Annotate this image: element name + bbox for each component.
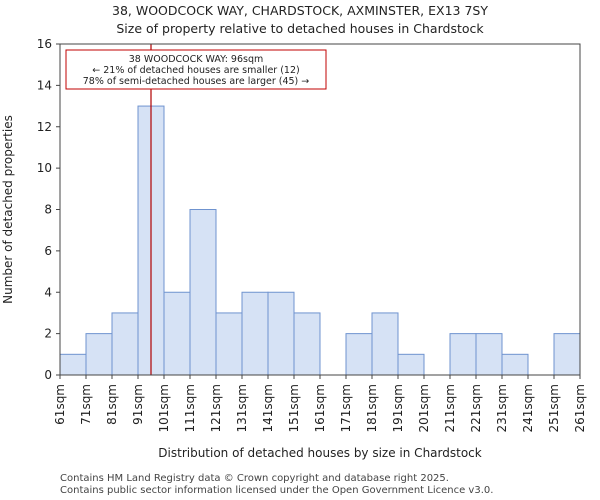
x-tick-label: 221sqm xyxy=(469,384,483,432)
bar-231sqm xyxy=(501,353,529,376)
bar-81sqm xyxy=(111,312,139,376)
bar-61sqm xyxy=(59,353,87,376)
x-tick-label: 191sqm xyxy=(391,384,405,432)
y-tick-label: 4 xyxy=(44,285,52,299)
attribution-line-2: Contains public sector information licen… xyxy=(60,485,494,496)
bar-251sqm xyxy=(553,333,581,376)
x-axis-label: Distribution of detached houses by size … xyxy=(158,446,481,460)
axes-group: 0 2 4 6 8 10 12 14 16 61sqm 71sqm 81sqm 91sqm 101sqm 1… xyxy=(1,37,587,460)
attribution-line-1: Contains HM Land Registry data © Crown c… xyxy=(60,473,449,484)
x-tick-label: 141sqm xyxy=(261,384,275,432)
x-tick-label: 61sqm xyxy=(53,384,67,425)
x-tick-label: 71sqm xyxy=(79,384,93,425)
x-tick-label: 81sqm xyxy=(105,384,119,425)
bar-181sqm xyxy=(371,312,399,376)
x-tick-label: 201sqm xyxy=(417,384,431,432)
y-tick-label: 14 xyxy=(37,78,52,92)
annotation-line-2: ← 21% of detached houses are smaller (12… xyxy=(92,65,299,76)
x-tick-label: 181sqm xyxy=(365,384,379,432)
bar-141sqm xyxy=(267,291,295,376)
chart-title: 38, WOODCOCK WAY, CHARDSTOCK, AXMINSTER,… xyxy=(112,3,488,18)
annotation-line-3: 78% of semi-detached houses are larger (… xyxy=(83,76,310,87)
x-tick-label: 91sqm xyxy=(131,384,145,425)
y-axis-label: Number of detached properties xyxy=(1,115,15,304)
x-tick-label: 251sqm xyxy=(547,384,561,432)
y-tick-label: 8 xyxy=(44,203,52,217)
x-tick-label: 161sqm xyxy=(313,384,327,432)
bar-111sqm xyxy=(189,209,217,376)
x-tick-label: 131sqm xyxy=(235,384,249,432)
y-tick-label: 16 xyxy=(37,37,52,51)
bar-221sqm xyxy=(475,333,503,376)
x-tick-label: 211sqm xyxy=(443,384,457,432)
bars-group xyxy=(59,105,581,376)
x-tick-label: 241sqm xyxy=(521,384,535,432)
annotation-frame xyxy=(65,49,327,90)
bar-211sqm xyxy=(449,333,477,376)
y-tick-label: 10 xyxy=(37,161,52,175)
x-tick-label: 101sqm xyxy=(157,384,171,432)
x-tick-label: 151sqm xyxy=(287,384,301,432)
x-tick-label: 171sqm xyxy=(339,384,353,432)
bar-101sqm xyxy=(163,291,191,376)
y-tick-label: 12 xyxy=(37,120,52,134)
y-tick-label: 2 xyxy=(44,327,52,341)
annotation-box: 38 WOODCOCK WAY: 96sqm← 21% of detached … xyxy=(65,49,327,90)
bar-71sqm xyxy=(85,333,113,376)
y-tick-label: 0 xyxy=(44,368,52,382)
chart-subtitle: Size of property relative to detached ho… xyxy=(116,21,484,36)
x-tick-label: 121sqm xyxy=(209,384,223,432)
bar-151sqm xyxy=(293,312,321,376)
x-tick-label: 261sqm xyxy=(573,384,587,432)
annotation-line-1: 38 WOODCOCK WAY: 96sqm xyxy=(129,54,263,65)
bar-191sqm xyxy=(397,353,425,376)
bar-171sqm xyxy=(345,333,373,376)
y-tick-label: 6 xyxy=(44,244,52,258)
x-tick-label: 231sqm xyxy=(495,384,509,432)
bar-131sqm xyxy=(241,291,269,376)
bar-121sqm xyxy=(215,312,243,376)
x-tick-label: 111sqm xyxy=(183,384,197,432)
